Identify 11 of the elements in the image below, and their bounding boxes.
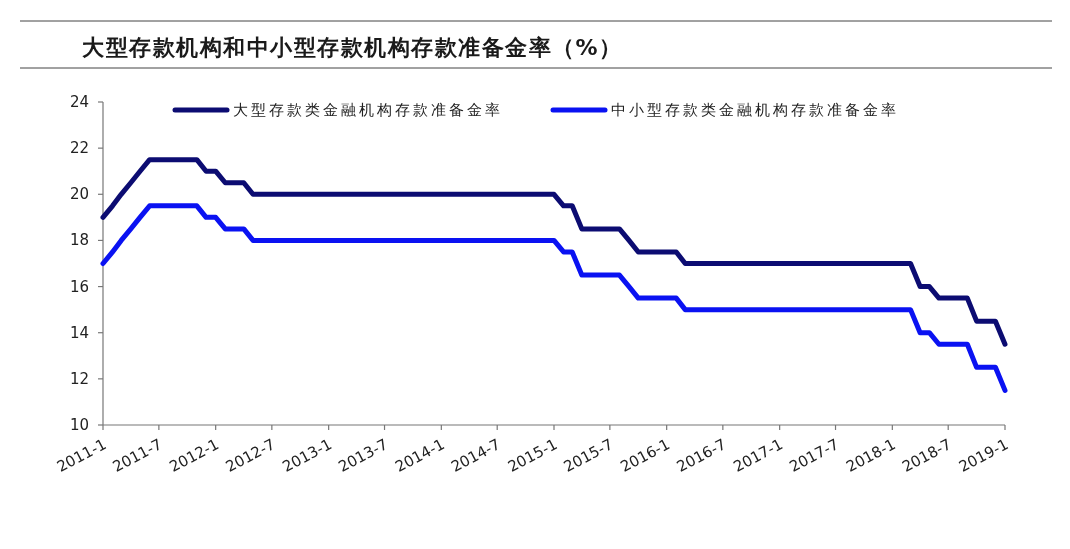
- y-tick-label: 10: [69, 416, 89, 434]
- y-tick-label: 12: [69, 369, 89, 388]
- legend-label: 大型存款类金融机构存款准备金率: [233, 101, 503, 119]
- y-tick-label: 18: [69, 231, 89, 250]
- y-tick-label: 22: [69, 139, 89, 158]
- legend-label: 中小型存款类金融机构存款准备金率: [611, 101, 899, 119]
- y-tick-label: 16: [69, 277, 89, 296]
- y-tick-label: 14: [69, 323, 89, 342]
- y-tick-label: 24: [69, 93, 89, 111]
- y-tick-label: 20: [69, 185, 89, 204]
- chart-title: 大型存款机构和中小型存款机构存款准备金率（%）: [82, 35, 623, 60]
